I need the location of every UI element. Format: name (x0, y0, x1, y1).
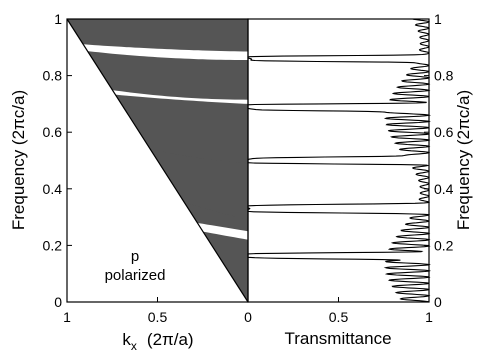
left-x-tick-label: 1 (63, 309, 71, 325)
right-y-tick-label: 1 (434, 11, 442, 27)
left-x-tick-label: 0 (244, 309, 252, 325)
right-x-tick-label: 0.5 (329, 309, 349, 325)
left-y-tick-label: 0.6 (43, 124, 63, 140)
right-x-axis-title: Transmittance (284, 329, 391, 348)
annotation-line-2: polarized (105, 267, 166, 284)
light-line (66, 18, 249, 303)
left-y-tick-label: 0.4 (43, 181, 63, 197)
left-y-axis-title: Frequency (2πc/a) (9, 90, 28, 230)
right-y-tick-label: 0.6 (434, 124, 454, 140)
annotation-line-1: p (131, 248, 139, 265)
band-diagram-panel (66, 18, 249, 303)
band-5 (67, 48, 248, 100)
kx-subscript: x (131, 339, 137, 353)
left-x-axis-title: kx (2π/a) (122, 330, 193, 353)
right-x-tick-label: 1 (425, 309, 433, 325)
band-6 (67, 19, 248, 52)
right-y-tick-label: 0.2 (434, 237, 454, 253)
transmittance-panel (247, 18, 432, 303)
left-y-tick-label: 0 (54, 294, 62, 310)
left-y-tick-label: 0.8 (43, 68, 63, 84)
left-y-tick-label: 1 (54, 11, 62, 27)
right-y-tick-label: 0.4 (434, 181, 454, 197)
transmittance-curve (247, 18, 432, 303)
left-y-tick-label: 0.2 (43, 237, 63, 253)
kx-symbol: k (122, 330, 131, 349)
right-y-tick-label: 0 (434, 294, 442, 310)
left-x-tick-label: 0.5 (148, 309, 168, 325)
kx-units: (2π/a) (147, 330, 194, 349)
right-y-tick-label: 0.8 (434, 68, 454, 84)
right-y-axis-title: Frequency (2πc/a) (454, 90, 473, 230)
